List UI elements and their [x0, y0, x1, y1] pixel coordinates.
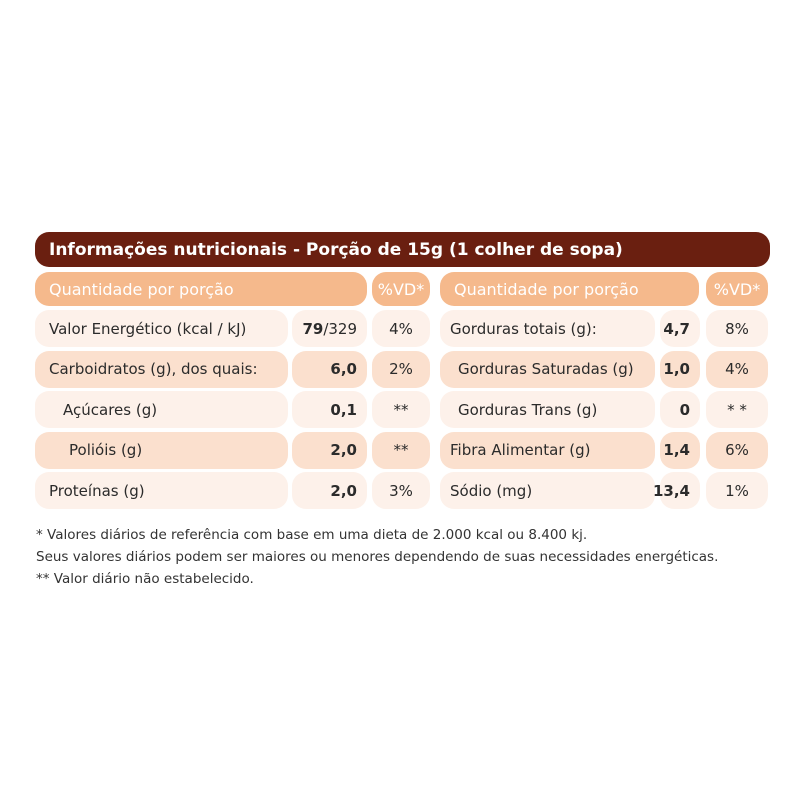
row-value: 6,0 [292, 350, 367, 388]
nutrient-value: 6,0 [330, 360, 357, 378]
nutrient-vd: * * [727, 400, 747, 419]
row-value: 0 [660, 391, 700, 428]
nutrient-value: 13,4 [652, 481, 690, 500]
row-value: 1,4 [660, 431, 700, 469]
column-header: %VD* [706, 272, 768, 306]
nutrient-label: Valor Energético (kcal / kJ) [49, 319, 247, 338]
nutrient-value: 79 [302, 319, 324, 338]
nutrient-vd: ** [393, 400, 409, 419]
column-header: %VD* [372, 272, 430, 306]
nutrient-label: Gorduras Saturadas (g) [458, 360, 634, 378]
column-header: Quantidade por porção [440, 272, 699, 306]
row-value: 1,0 [660, 350, 700, 388]
row-vd: 1% [706, 472, 768, 509]
header-vd: %VD* [713, 279, 761, 299]
footnote: * Valores diários de referência com base… [36, 527, 588, 543]
nutrient-label: Gorduras totais (g): [450, 319, 597, 338]
row-value: 79/329 [292, 310, 367, 347]
nutrient-value: 0,1 [330, 400, 357, 419]
row-vd: 3% [372, 472, 430, 509]
nutrient-vd: 4% [725, 360, 749, 378]
footnote: Seus valores diários podem ser maiores o… [36, 549, 719, 565]
row-vd: 4% [706, 350, 768, 388]
nutrient-value: 0 [679, 400, 690, 419]
nutrient-value: 1,4 [663, 441, 690, 459]
nutrient-vd: 2% [389, 360, 413, 378]
header-quantity: Quantidade por porção [454, 279, 639, 299]
nutrient-vd: ** [393, 441, 409, 459]
title: Informações nutricionais - Porção de 15g… [49, 239, 623, 260]
row-value: 0,1 [292, 391, 367, 428]
row-value: 2,0 [292, 472, 367, 509]
row-label: Fibra Alimentar (g) [440, 431, 655, 469]
row-vd: ** [372, 431, 430, 469]
nutrient-label: Polióis (g) [69, 441, 143, 459]
row-label: Valor Energético (kcal / kJ) [35, 310, 288, 347]
row-vd: ** [372, 391, 430, 428]
nutrient-vd: 1% [725, 481, 749, 500]
header-vd: %VD* [377, 279, 425, 299]
row-vd: * * [706, 391, 768, 428]
nutrient-value-extra: /329 [323, 319, 357, 338]
nutrient-label: Proteínas (g) [49, 481, 145, 500]
row-vd: 4% [372, 310, 430, 347]
row-label: Sódio (mg) [440, 472, 655, 509]
nutrient-value: 2,0 [330, 441, 357, 459]
row-value: 4,7 [660, 310, 700, 347]
nutrient-value: 4,7 [663, 319, 690, 338]
row-vd: 6% [706, 431, 768, 469]
row-value: 2,0 [292, 431, 367, 469]
row-vd: 2% [372, 350, 430, 388]
row-label: Gorduras Saturadas (g) [440, 350, 655, 388]
header-quantity: Quantidade por porção [49, 279, 234, 299]
row-label: Proteínas (g) [35, 472, 288, 509]
nutrient-label: Sódio (mg) [450, 481, 533, 500]
nutrient-label: Gorduras Trans (g) [458, 400, 598, 419]
row-value: 13,4 [653, 472, 700, 509]
nutrient-value: 1,0 [663, 360, 690, 378]
row-label: Açúcares (g) [35, 391, 288, 428]
footnote: ** Valor diário não estabelecido. [36, 571, 254, 587]
row-label: Carboidratos (g), dos quais: [35, 350, 288, 388]
nutrient-vd: 8% [725, 319, 749, 338]
nutrient-label: Fibra Alimentar (g) [450, 441, 591, 459]
nutrient-label: Carboidratos (g), dos quais: [49, 360, 258, 378]
nutrient-value: 2,0 [330, 481, 357, 500]
nutrient-vd: 6% [725, 441, 749, 459]
title-bar: Informações nutricionais - Porção de 15g… [35, 232, 770, 267]
column-header: Quantidade por porção [35, 272, 367, 306]
nutrient-label: Açúcares (g) [63, 400, 158, 419]
row-label: Polióis (g) [35, 431, 288, 469]
row-vd: 8% [706, 310, 768, 347]
nutrient-vd: 3% [389, 481, 413, 500]
nutrient-vd: 4% [389, 319, 413, 338]
row-label: Gorduras Trans (g) [440, 391, 655, 428]
row-label: Gorduras totais (g): [440, 310, 655, 347]
